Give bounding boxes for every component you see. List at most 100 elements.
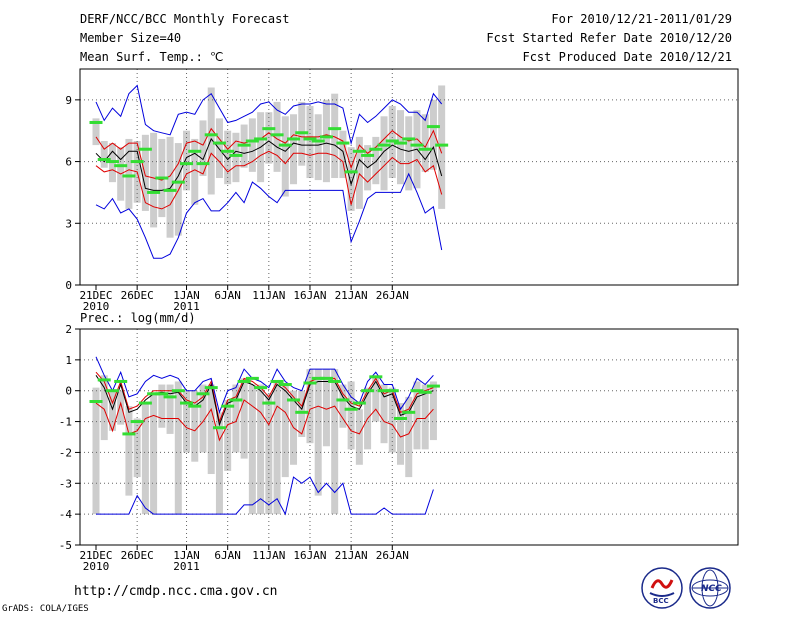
- x-tick-label: 21JAN: [335, 549, 368, 562]
- member-box: [92, 118, 100, 146]
- observation-mark: [180, 162, 194, 166]
- observation-mark: [287, 398, 301, 402]
- y-tick-label: 3: [65, 217, 72, 230]
- member-box: [248, 384, 256, 515]
- member-box: [141, 403, 149, 515]
- ensemble-max-line: [95, 356, 434, 414]
- member-box: [331, 93, 339, 179]
- observation-mark: [311, 376, 325, 380]
- observation-mark: [278, 383, 292, 387]
- observation-mark: [245, 139, 259, 143]
- spread-lower-line: [95, 399, 434, 442]
- member-box: [314, 114, 322, 181]
- x-tick-label: 1JAN: [173, 549, 200, 562]
- observation-mark: [385, 139, 399, 143]
- figure-title: DERF/NCC/BCC Monthly Forecast: [80, 12, 290, 26]
- observation-mark: [336, 398, 350, 402]
- observation-mark: [196, 392, 210, 396]
- member-box: [339, 384, 347, 428]
- observation-mark: [361, 389, 375, 393]
- fcst-started-date: Fcst Started Refer Date 2010/12/20: [486, 31, 732, 45]
- x-tick-label: 26JAN: [376, 289, 409, 302]
- observation-mark: [245, 376, 259, 380]
- member-box: [405, 116, 413, 191]
- member-box: [388, 387, 396, 453]
- ensemble-max-line: [95, 84, 443, 146]
- member-box: [380, 116, 388, 191]
- x-tick-year-label: 2010: [83, 560, 110, 573]
- member-box: [100, 375, 108, 441]
- observation-mark: [212, 141, 226, 145]
- y-tick-label: -5: [59, 539, 72, 552]
- member-box: [380, 384, 388, 444]
- observation-mark: [114, 164, 128, 168]
- observation-mark: [319, 135, 333, 139]
- member-box: [174, 381, 182, 515]
- member-box: [405, 396, 413, 478]
- bcc-logo-icon: [641, 567, 683, 609]
- member-box: [355, 136, 363, 209]
- observation-mark: [319, 376, 333, 380]
- observation-mark: [418, 147, 432, 151]
- observation-mark: [287, 137, 301, 141]
- y-tick-label: -4: [59, 508, 73, 521]
- member-box: [199, 120, 207, 176]
- ensemble-min-line: [96, 476, 434, 516]
- member-box: [215, 412, 223, 515]
- observation-mark: [385, 389, 399, 393]
- observation-mark: [410, 389, 424, 393]
- observation-mark: [377, 143, 391, 147]
- member-box: [355, 409, 363, 465]
- member-box: [166, 384, 174, 434]
- member-box: [281, 116, 289, 197]
- member-box: [372, 375, 380, 422]
- observation-mark: [89, 400, 103, 404]
- x-tick-label: 26DEC: [121, 549, 154, 562]
- observation-mark: [97, 378, 111, 382]
- footer-url-link[interactable]: http://cmdp.ncc.cma.gov.cn: [74, 584, 278, 599]
- y-tick-label: 9: [65, 94, 72, 107]
- observation-mark: [270, 379, 284, 383]
- member-box: [150, 393, 158, 515]
- observation-mark: [254, 386, 268, 390]
- member-box: [240, 378, 248, 459]
- member-box: [108, 390, 116, 431]
- observation-mark: [254, 137, 268, 141]
- observation-mark: [303, 381, 317, 385]
- observation-mark: [130, 420, 144, 424]
- observation-mark: [328, 379, 342, 383]
- observation-mark: [114, 379, 128, 383]
- x-tick-year-label: 2011: [173, 300, 200, 313]
- observation-mark: [138, 147, 152, 151]
- observation-mark: [426, 384, 440, 388]
- member-box: [322, 369, 330, 447]
- observation-mark: [188, 149, 202, 153]
- x-tick-label: 16JAN: [293, 289, 326, 302]
- member-box: [191, 138, 199, 205]
- x-tick-label: 16JAN: [293, 549, 326, 562]
- member-box: [257, 384, 265, 515]
- member-box: [421, 114, 429, 172]
- member-box: [339, 130, 347, 179]
- x-tick-label: 1JAN: [173, 289, 200, 302]
- member-box: [158, 384, 166, 428]
- member-box: [199, 384, 207, 453]
- observation-mark: [105, 160, 119, 164]
- member-box: [413, 381, 421, 450]
- x-tick-label: 6JAN: [214, 289, 241, 302]
- x-tick-year-label: 2010: [83, 300, 110, 313]
- observation-mark: [89, 120, 103, 124]
- member-box: [306, 106, 314, 179]
- member-box: [281, 384, 289, 478]
- observation-mark: [278, 143, 292, 147]
- observation-mark: [237, 379, 251, 383]
- member-box: [314, 369, 322, 496]
- x-tick-label: 26DEC: [121, 289, 154, 302]
- member-box: [125, 406, 133, 496]
- member-box: [92, 387, 100, 515]
- member-box: [100, 141, 108, 168]
- observation-mark: [435, 143, 449, 147]
- y-tick-label: 2: [65, 323, 72, 336]
